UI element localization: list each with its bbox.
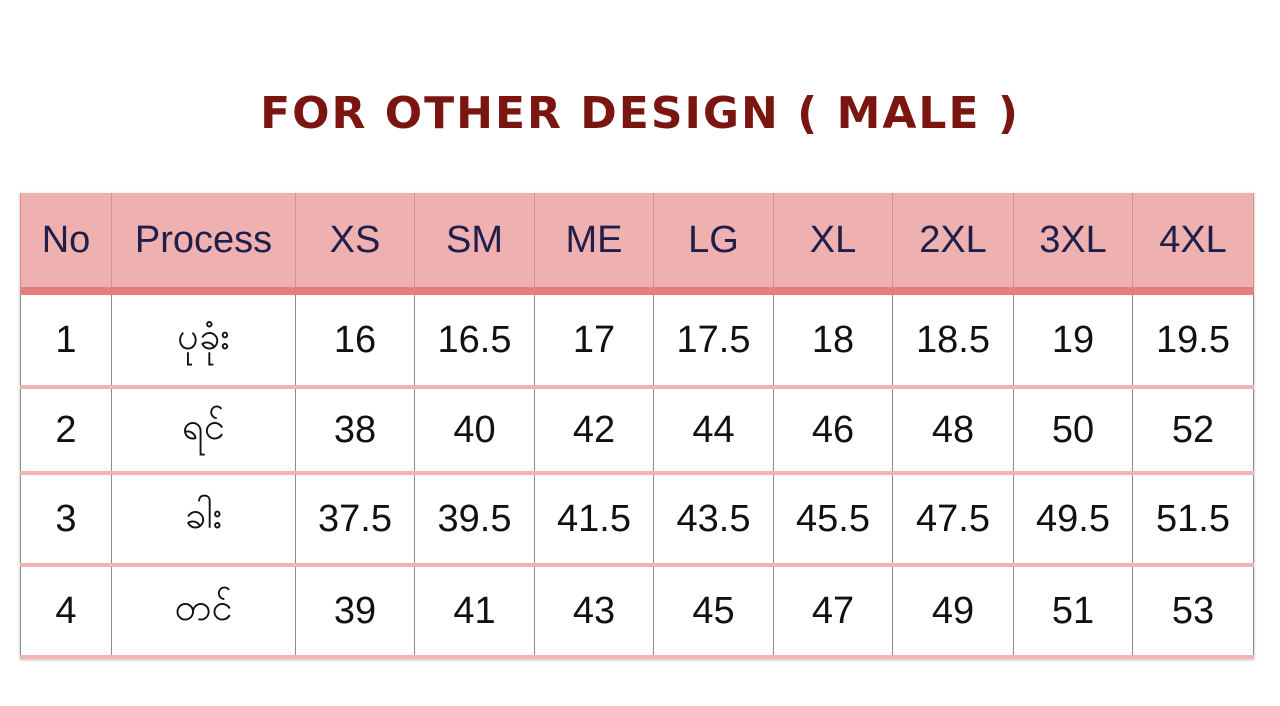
cell-xl: 46 xyxy=(773,387,893,475)
cell-2xl: 18.5 xyxy=(892,291,1014,389)
cell-lg: 45 xyxy=(653,565,774,659)
cell-sm: 16.5 xyxy=(414,291,535,389)
header-lg: LG xyxy=(653,193,774,295)
cell-xs: 39 xyxy=(295,565,415,659)
cell-process: ပုခုံး xyxy=(111,291,296,389)
cell-2xl: 48 xyxy=(892,387,1014,475)
table-header-row: No Process XS SM ME LG XL 2XL 3XL 4XL xyxy=(20,193,1254,295)
header-me: ME xyxy=(534,193,654,295)
cell-4xl: 53 xyxy=(1132,565,1254,659)
cell-3xl: 19 xyxy=(1013,291,1133,389)
cell-sm: 40 xyxy=(414,387,535,475)
cell-process: ရင် xyxy=(111,387,296,475)
header-4xl: 4XL xyxy=(1132,193,1254,295)
cell-4xl: 19.5 xyxy=(1132,291,1254,389)
cell-no: 1 xyxy=(20,291,112,389)
cell-me: 17 xyxy=(534,291,654,389)
cell-xl: 45.5 xyxy=(773,473,893,567)
cell-xl: 47 xyxy=(773,565,893,659)
cell-xs: 37.5 xyxy=(295,473,415,567)
cell-3xl: 50 xyxy=(1013,387,1133,475)
page-title: For Other Design ( Male ) xyxy=(260,88,1020,139)
header-3xl: 3XL xyxy=(1013,193,1133,295)
header-process: Process xyxy=(111,193,296,295)
cell-xs: 38 xyxy=(295,387,415,475)
table-row: 4 တင် 39 41 43 45 47 49 51 53 xyxy=(20,565,1254,659)
cell-2xl: 47.5 xyxy=(892,473,1014,567)
cell-xs: 16 xyxy=(295,291,415,389)
table-row: 2 ရင် 38 40 42 44 46 48 50 52 xyxy=(20,387,1254,475)
cell-me: 41.5 xyxy=(534,473,654,567)
cell-lg: 17.5 xyxy=(653,291,774,389)
header-sm: SM xyxy=(414,193,535,295)
header-xs: XS xyxy=(295,193,415,295)
header-2xl: 2XL xyxy=(892,193,1014,295)
header-xl: XL xyxy=(773,193,893,295)
cell-sm: 41 xyxy=(414,565,535,659)
cell-4xl: 52 xyxy=(1132,387,1254,475)
cell-4xl: 51.5 xyxy=(1132,473,1254,567)
cell-lg: 44 xyxy=(653,387,774,475)
cell-process: တင် xyxy=(111,565,296,659)
table-row: 3 ခါး 37.5 39.5 41.5 43.5 45.5 47.5 49.5… xyxy=(20,473,1254,567)
cell-3xl: 49.5 xyxy=(1013,473,1133,567)
cell-xl: 18 xyxy=(773,291,893,389)
table-row: 1 ပုခုံး 16 16.5 17 17.5 18 18.5 19 19.5 xyxy=(20,291,1254,389)
size-chart-table: No Process XS SM ME LG XL 2XL 3XL 4XL 1 … xyxy=(20,193,1254,659)
cell-process: ခါး xyxy=(111,473,296,567)
cell-2xl: 49 xyxy=(892,565,1014,659)
cell-no: 3 xyxy=(20,473,112,567)
header-no: No xyxy=(20,193,112,295)
cell-me: 42 xyxy=(534,387,654,475)
cell-no: 2 xyxy=(20,387,112,475)
cell-sm: 39.5 xyxy=(414,473,535,567)
cell-me: 43 xyxy=(534,565,654,659)
cell-lg: 43.5 xyxy=(653,473,774,567)
cell-no: 4 xyxy=(20,565,112,659)
cell-3xl: 51 xyxy=(1013,565,1133,659)
